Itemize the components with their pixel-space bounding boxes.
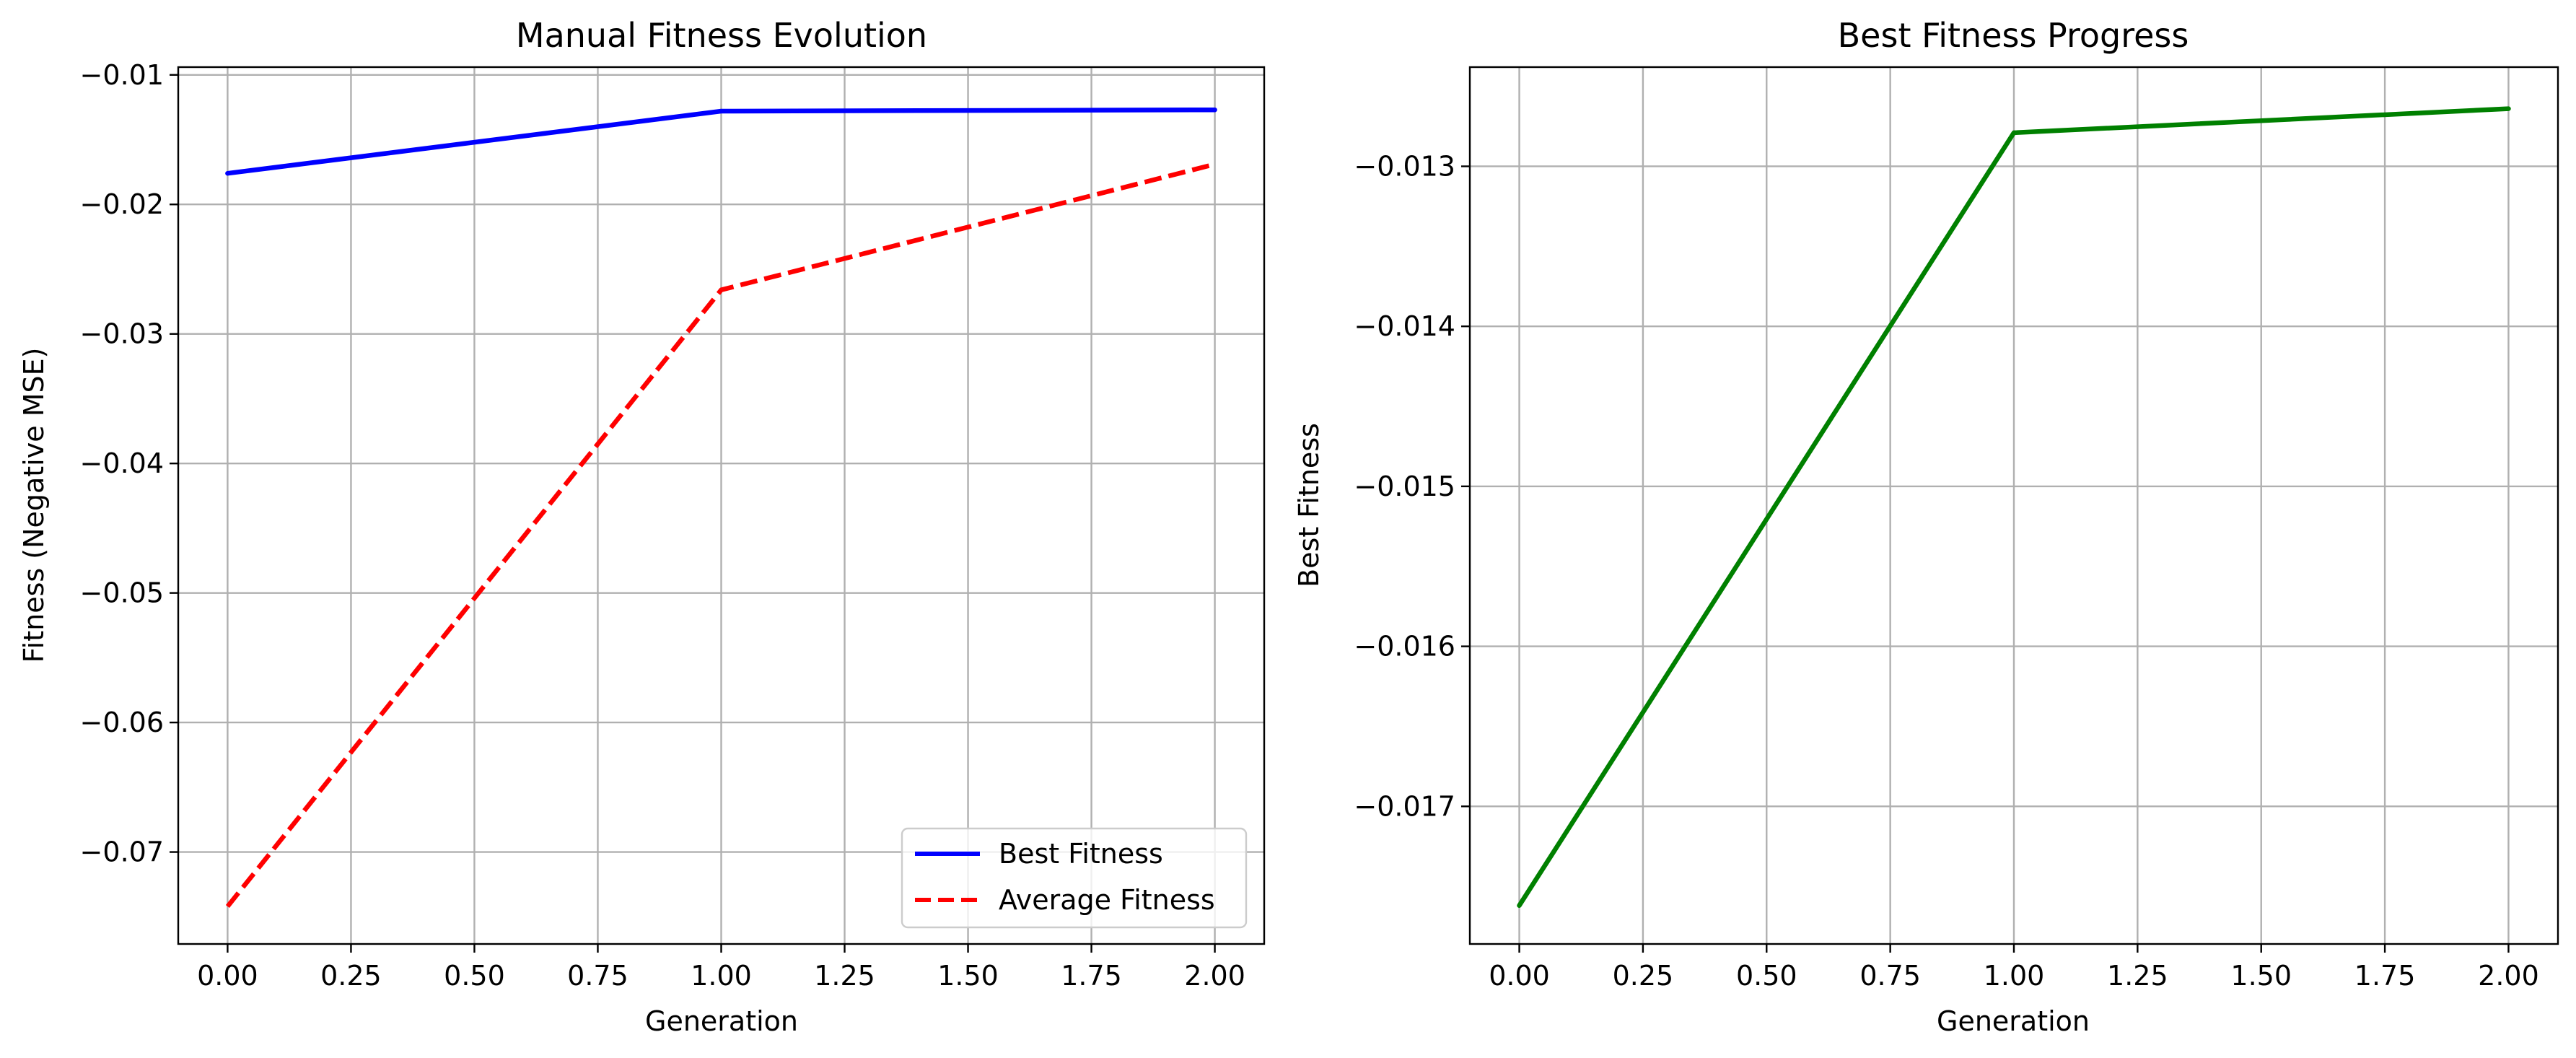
y-tick-label: −0.01 <box>80 59 164 91</box>
x-tick-label: 2.00 <box>2478 960 2539 992</box>
x-tick-label: 0.25 <box>320 960 382 992</box>
series-group <box>1517 106 2511 909</box>
y-tick-label: −0.06 <box>80 707 164 738</box>
legend-label-best-fitness: Best Fitness <box>999 838 1163 870</box>
series-line-best-fitness <box>1517 106 2511 909</box>
y-tick-label: −0.017 <box>1354 790 1455 822</box>
legend-label-average-fitness: Average Fitness <box>999 884 1215 916</box>
x-axis-label: Generation <box>645 1005 798 1037</box>
x-tick-label: 1.25 <box>814 960 875 992</box>
x-tick-label: 1.50 <box>2230 960 2292 992</box>
x-tick-label: 0.00 <box>197 960 258 992</box>
series-line-average-fitness <box>225 162 1216 909</box>
chart-best-fitness-progress: Best Fitness Progress 0.00 0.25 0.50 0.75 1.… <box>1293 16 2559 1037</box>
y-tick-label: −0.04 <box>80 447 164 479</box>
tick-group: 0.00 0.25 0.50 0.75 1.00 1.25 1.50 1.75 2.00 −0.0… <box>1354 150 2538 992</box>
grid <box>178 67 1264 944</box>
y-tick-label: −0.016 <box>1354 631 1455 663</box>
chart-title: Best Fitness Progress <box>1838 16 2189 55</box>
y-tick-label: −0.03 <box>80 318 164 350</box>
y-axis-label: Best Fitness <box>1293 423 1325 587</box>
x-tick-label: 2.00 <box>1184 960 1245 992</box>
x-tick-label: 0.25 <box>1613 960 1674 992</box>
y-tick-label: −0.05 <box>80 577 164 609</box>
legend-box <box>901 827 1248 929</box>
y-axis-label: Fitness (Negative MSE) <box>18 348 50 663</box>
grid <box>1470 67 2558 944</box>
series-line-best-fitness <box>225 107 1217 176</box>
x-tick-label: 1.75 <box>1061 960 1122 992</box>
x-tick-label: 1.00 <box>1984 960 2045 992</box>
x-tick-label: 1.75 <box>2354 960 2416 992</box>
y-tick-label: −0.02 <box>80 188 164 220</box>
y-tick-label: −0.07 <box>80 836 164 868</box>
legend: Best Fitness Average Fitness <box>901 827 1248 929</box>
y-tick-label: −0.014 <box>1354 310 1455 342</box>
x-tick-label: 1.25 <box>2107 960 2168 992</box>
tick-group: 0.00 0.25 0.50 0.75 1.00 1.25 1.50 1.75 2.00 −0.0… <box>80 59 1245 992</box>
x-tick-label: 0.00 <box>1489 960 1550 992</box>
chart-title: Manual Fitness Evolution <box>516 16 927 55</box>
y-tick-label: −0.015 <box>1354 471 1455 502</box>
x-tick-label: 0.75 <box>567 960 628 992</box>
x-tick-label: 1.50 <box>937 960 999 992</box>
x-tick-label: 0.50 <box>444 960 505 992</box>
chart-manual-fitness-evolution: Manual Fitness Evolution 0.00 0.25 0.50 0.7… <box>18 16 1266 1037</box>
x-tick-label: 0.50 <box>1736 960 1797 992</box>
series-group <box>225 107 1217 909</box>
y-tick-label: −0.013 <box>1354 150 1455 182</box>
x-tick-label: 0.75 <box>1859 960 1921 992</box>
x-axis-label: Generation <box>1937 1005 2090 1037</box>
x-tick-label: 1.00 <box>691 960 752 992</box>
